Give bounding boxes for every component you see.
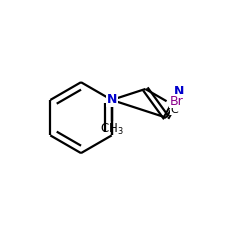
Text: N: N (106, 94, 117, 106)
Text: C: C (171, 104, 178, 115)
Text: N: N (174, 85, 185, 98)
Text: Br: Br (170, 95, 183, 108)
Text: CH$_3$: CH$_3$ (100, 122, 124, 137)
